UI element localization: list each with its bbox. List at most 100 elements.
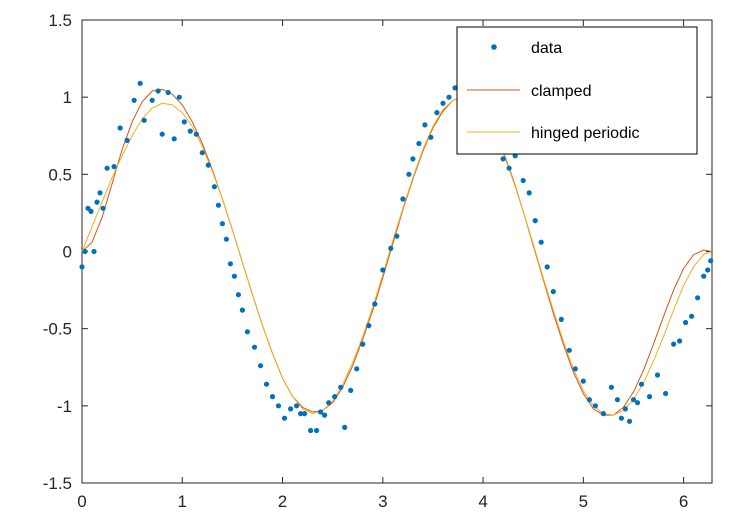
data-point (388, 245, 394, 251)
data-point (440, 100, 446, 106)
data-point (446, 94, 452, 100)
data-point (111, 164, 117, 170)
data-point (348, 387, 354, 393)
data-point (592, 403, 599, 409)
y-tick-label: -1 (57, 397, 72, 416)
data-point (428, 134, 434, 140)
data-point (215, 202, 221, 208)
data-point (231, 273, 237, 279)
data-point (360, 341, 366, 347)
data-point (406, 171, 412, 177)
data-point (701, 273, 707, 279)
data-point (500, 156, 506, 162)
data-point (550, 289, 556, 295)
data-point (219, 221, 225, 227)
data-point (211, 184, 217, 190)
legend: data clamped hinged periodic (456, 26, 698, 155)
data-point (187, 128, 193, 134)
data-point (558, 316, 564, 322)
data-point (94, 199, 100, 205)
data-point (82, 248, 88, 255)
axis-tick-labels: 0 1 2 3 4 5 6 -1.5 -1 -0.5 0 0.5 1 1.5 (43, 11, 689, 511)
data-point (244, 329, 250, 335)
data-point (322, 412, 328, 418)
data-point (695, 295, 701, 301)
data-point (544, 264, 550, 270)
legend-label-clamped: clamped (531, 83, 591, 100)
data-point (318, 409, 324, 415)
data-point (506, 165, 512, 171)
data-point (91, 248, 97, 255)
data-point (269, 394, 276, 400)
y-tick-label: -1.5 (43, 474, 72, 493)
data-point (97, 190, 103, 196)
data-point (88, 208, 94, 214)
data-point (171, 136, 177, 142)
data-point (622, 406, 629, 412)
data-point (155, 88, 161, 94)
data-point (263, 381, 270, 387)
data-point (354, 366, 360, 372)
data-point (159, 131, 165, 137)
data-point (618, 415, 625, 421)
data-point (165, 89, 171, 96)
data-point (239, 307, 245, 313)
data-point (434, 110, 440, 116)
data-point (100, 205, 106, 211)
data-point (281, 415, 288, 421)
y-tick-label: 1.5 (48, 11, 72, 30)
data-point (689, 313, 695, 319)
data-point (275, 403, 282, 409)
data-point (223, 236, 229, 242)
data-point (149, 97, 155, 103)
x-tick-label: 6 (679, 492, 688, 511)
data-point (235, 292, 241, 298)
data-point (400, 196, 406, 202)
data-point (532, 218, 538, 224)
data-point (117, 125, 123, 131)
data-point (124, 137, 130, 143)
data-point (705, 267, 711, 273)
data-point (141, 117, 147, 123)
data-point (566, 347, 572, 353)
data-point (326, 400, 332, 406)
data-point (683, 319, 689, 326)
data-point (308, 427, 314, 434)
data-point (314, 427, 320, 434)
x-tick-label: 1 (178, 492, 187, 511)
y-tick-label: 1 (63, 88, 72, 107)
data-point (131, 97, 137, 103)
series-lines (81, 88, 712, 416)
data-point (646, 394, 653, 400)
data-point (298, 411, 304, 417)
data-point (538, 239, 544, 245)
data-point (176, 94, 182, 100)
data-point (572, 366, 578, 372)
data-point (626, 418, 633, 424)
x-tick-label: 3 (378, 492, 387, 511)
data-point (416, 140, 422, 147)
data-point (677, 338, 683, 344)
data-point (79, 264, 85, 270)
x-tick-label: 5 (579, 492, 588, 511)
data-point (372, 301, 378, 307)
data-point (663, 390, 669, 397)
data-point (520, 177, 526, 184)
data-points (79, 79, 714, 434)
data-point (257, 363, 264, 369)
data-point (422, 122, 428, 128)
data-point (199, 150, 205, 156)
series-line-clamped (81, 88, 712, 416)
data-point (380, 267, 386, 273)
data-point (638, 381, 645, 387)
data-point (410, 156, 416, 162)
data-point (227, 261, 233, 267)
y-tick-label: 0 (63, 243, 72, 262)
data-point (288, 406, 294, 412)
data-point (181, 119, 187, 125)
data-point (452, 85, 458, 91)
x-tick-label: 0 (77, 492, 86, 511)
data-point (580, 378, 586, 384)
data-point (630, 397, 637, 403)
